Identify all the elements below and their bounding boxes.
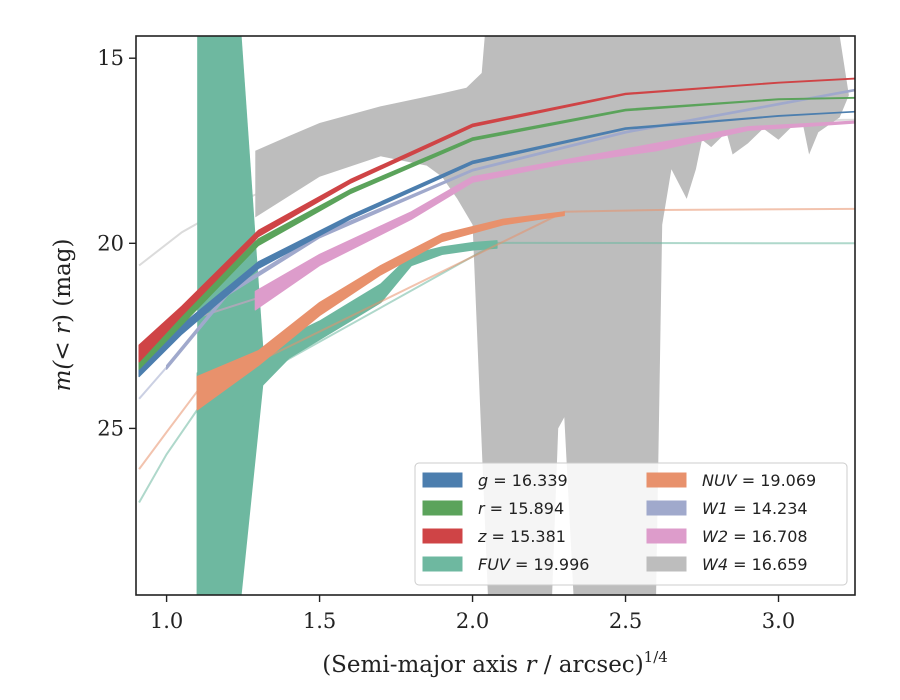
legend-item-w2: W2 = 16.708 <box>646 527 808 546</box>
y-axis-label-prefix: m( <box>50 360 76 392</box>
legend-label-var: NUV <box>702 471 738 490</box>
x-tick-label: 2.5 <box>609 609 642 633</box>
series-w2-band <box>254 120 855 311</box>
series-g-band <box>138 110 855 378</box>
series-fuv-band <box>196 240 498 595</box>
x-axis-label-exponent: 1/4 <box>644 648 668 666</box>
plot-frame <box>135 35 856 596</box>
legend-label: W1 = 14.234 <box>702 499 808 518</box>
legend-swatch <box>646 556 687 572</box>
legend-label-value: = 19.069 <box>737 471 817 490</box>
y-axis-label-middle: < r <box>50 321 76 361</box>
series-w1-extrapolation <box>138 366 168 400</box>
legend-label-var: FUV <box>478 555 511 574</box>
legend-label-var: W1 <box>702 499 728 518</box>
legend-label: W4 = 16.659 <box>702 555 808 574</box>
legend-item-g: g = 16.339 <box>422 471 568 490</box>
legend-label: NUV = 19.069 <box>702 471 816 490</box>
y-tick-label: 25 <box>97 416 124 440</box>
legend-swatch <box>646 472 687 488</box>
legend-label-var: g <box>478 471 488 490</box>
legend-item-nuv: NUV = 19.069 <box>646 471 816 490</box>
x-axis-label: (Semi-major axis r / arcsec)1/4 <box>322 648 668 678</box>
series-w1-band <box>166 88 855 370</box>
legend-item-w1: W1 = 14.234 <box>646 499 808 518</box>
legend-label-var: W4 <box>702 555 728 574</box>
y-axis-label: m(< r) (mag) <box>50 239 76 392</box>
legend-label-var: W2 <box>702 527 728 546</box>
x-axis-label-prefix: (Semi-major axis <box>322 652 525 678</box>
legend-swatch <box>422 472 463 488</box>
legend-label-value: = 16.659 <box>728 555 808 574</box>
legend-label-value: = 15.894 <box>485 499 565 518</box>
plot-area <box>138 36 855 595</box>
legend-item-w4: W4 = 16.659 <box>646 555 808 574</box>
y-axis-label-suffix: ) (mag) <box>50 239 76 323</box>
series-nuv-extrapolation <box>138 207 855 470</box>
series-nuv-band <box>196 211 565 411</box>
series-z-band <box>138 77 855 363</box>
y-tick-label: 15 <box>97 46 124 70</box>
x-tick-label: 2.0 <box>456 609 489 633</box>
legend-label-value: = 16.708 <box>728 527 808 546</box>
x-tick-label: 3.0 <box>762 609 795 633</box>
legend-label-value: = 15.381 <box>486 527 566 546</box>
legend-swatch <box>422 500 463 516</box>
series-r-band <box>138 96 855 370</box>
x-tick-label: 1.0 <box>150 609 183 633</box>
legend-label: W2 = 16.708 <box>702 527 808 546</box>
legend-swatch <box>422 556 463 572</box>
legend-label: FUV = 19.996 <box>478 555 589 574</box>
legend-label: z = 15.381 <box>477 527 566 546</box>
legend-label-var: r <box>478 499 486 518</box>
legend-swatch <box>646 500 687 516</box>
axis-ticks: 1.0 1.5 2.0 2.5 3.0 15 20 25 <box>97 46 795 633</box>
legend-item-fuv: FUV = 19.996 <box>422 555 589 574</box>
legend-label-value: = 19.996 <box>510 555 590 574</box>
legend-label-value: = 14.234 <box>728 499 808 518</box>
legend-label-var: z <box>477 527 487 546</box>
legend-swatch <box>646 528 687 544</box>
legend-box <box>414 462 848 586</box>
legend-item-z: z = 15.381 <box>422 527 566 546</box>
legend-swatch <box>422 528 463 544</box>
legend-label-value: = 16.339 <box>488 471 568 490</box>
y-tick-label: 20 <box>97 231 124 255</box>
x-tick-label: 1.5 <box>303 609 336 633</box>
x-axis-label-var: r <box>525 652 538 678</box>
legend-label: r = 15.894 <box>478 499 564 518</box>
x-axis-label-suffix: / arcsec) <box>536 652 643 678</box>
legend-label: g = 16.339 <box>478 471 568 490</box>
series-w4-band <box>255 36 849 595</box>
legend-item-r: r = 15.894 <box>422 499 564 518</box>
